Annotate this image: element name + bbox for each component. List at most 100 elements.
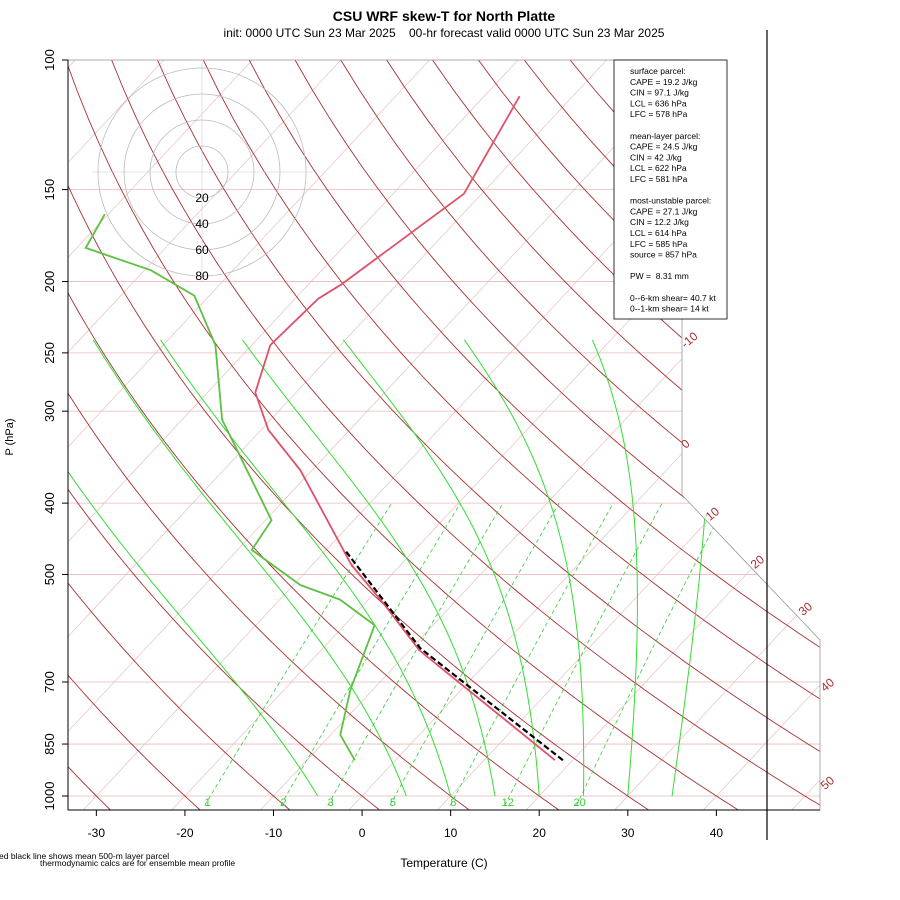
info-text: CIN = 97.1 J/kg bbox=[630, 88, 689, 98]
y-tick-label: 500 bbox=[42, 564, 57, 586]
mixing-ratio-line bbox=[389, 502, 560, 806]
chart-title: CSU WRF skew-T for North Platte bbox=[333, 8, 556, 24]
info-text: CAPE = 27.1 J/kg bbox=[630, 206, 698, 216]
footnote: ed black line shows mean 500-m layer par… bbox=[0, 851, 169, 861]
info-text: most-unstable parcel: bbox=[630, 196, 711, 206]
dry-adiabat bbox=[276, 60, 820, 810]
moist-adiabat bbox=[342, 339, 540, 797]
info-text: surface parcel: bbox=[630, 66, 686, 76]
y-tick-label: 850 bbox=[42, 733, 57, 755]
mixing-ratio-line bbox=[576, 502, 727, 806]
moist-adiabat bbox=[591, 339, 638, 797]
mixing-ratio-label: 8 bbox=[450, 797, 456, 809]
mixing-ratio-line bbox=[449, 502, 614, 806]
y-tick-label: 150 bbox=[42, 179, 57, 201]
dry-adiabat bbox=[68, 60, 562, 810]
isotherm-label: 30 bbox=[796, 599, 815, 619]
isotherm bbox=[68, 60, 727, 810]
mixing-ratio-label: 3 bbox=[328, 797, 334, 809]
info-text: PW = 8.31 mm bbox=[630, 271, 689, 281]
moist-adiabat bbox=[160, 339, 452, 797]
info-text: LCL = 636 hPa bbox=[630, 98, 687, 108]
isotherm-label: 50 bbox=[818, 773, 837, 793]
info-text: CAPE = 19.2 J/kg bbox=[630, 77, 698, 87]
mixing-ratio-line bbox=[280, 502, 461, 806]
isotherm bbox=[68, 60, 373, 810]
mixing-ratio-line bbox=[204, 502, 393, 806]
dry-adiabat bbox=[98, 60, 820, 810]
profile-line bbox=[254, 95, 556, 761]
isotherm bbox=[68, 60, 196, 810]
info-text: CAPE = 24.5 J/kg bbox=[630, 142, 698, 152]
mixing-ratio-label: 20 bbox=[573, 797, 585, 809]
x-tick-label: 0 bbox=[359, 826, 366, 840]
info-text: mean-layer parcel: bbox=[630, 131, 700, 141]
dry-adiabat bbox=[232, 60, 820, 810]
dry-adiabat bbox=[68, 60, 203, 810]
y-tick-label: 700 bbox=[42, 671, 57, 693]
mixing-ratio-line bbox=[504, 502, 663, 806]
x-tick-label: 40 bbox=[710, 826, 724, 840]
x-tick-label: 10 bbox=[444, 826, 458, 840]
y-tick-label: 300 bbox=[42, 400, 57, 422]
moist-adiabat bbox=[463, 339, 585, 796]
moist-adiabat bbox=[241, 339, 496, 797]
y-tick-label: 250 bbox=[42, 342, 57, 364]
moist-adiabat bbox=[68, 339, 319, 797]
x-axis-label: Temperature (C) bbox=[400, 856, 487, 870]
y-tick-label: 200 bbox=[42, 271, 57, 293]
dry-adiabat bbox=[68, 60, 742, 810]
info-box-frame bbox=[613, 59, 728, 320]
info-text: LCL = 622 hPa bbox=[630, 163, 687, 173]
mixing-ratio-label: 2 bbox=[281, 797, 287, 809]
hodo-ring-label: 60 bbox=[195, 243, 209, 257]
isotherm-label: 0 bbox=[678, 436, 692, 451]
isotherm bbox=[612, 60, 820, 810]
dry-adiabat bbox=[68, 60, 472, 810]
y-axis-label: P (hPa) bbox=[4, 418, 16, 455]
info-text: LFC = 585 hPa bbox=[630, 239, 688, 249]
info-text: 0--6-km shear= 40.7 kt bbox=[630, 293, 716, 303]
hodograph: 20 40 60 80 bbox=[92, 62, 312, 283]
mixing-ratio-line bbox=[327, 502, 504, 806]
dry-adiabat bbox=[143, 60, 820, 810]
isotherm bbox=[68, 60, 550, 810]
y-tick-label: 100 bbox=[42, 49, 57, 71]
info-text: LCL = 614 hPa bbox=[630, 228, 687, 238]
traces bbox=[84, 95, 564, 762]
mixing-ratio-label: 12 bbox=[502, 797, 514, 809]
y-tick-label: 1000 bbox=[42, 782, 57, 811]
dry-adiabat bbox=[68, 60, 382, 810]
info-text: CIN = 42 J/kg bbox=[630, 152, 682, 162]
info-text: LFC = 578 hPa bbox=[630, 109, 688, 119]
dry-adiabat bbox=[68, 60, 652, 810]
isotherm-label: 20 bbox=[748, 552, 767, 572]
dry-adiabat bbox=[365, 60, 820, 810]
hodo-ring-label: 40 bbox=[195, 217, 209, 231]
info-text: source = 857 hPa bbox=[630, 250, 697, 260]
mixing-ratio-label: 1 bbox=[205, 797, 211, 809]
dry-adiabat bbox=[187, 60, 820, 810]
y-tick-label: 400 bbox=[42, 492, 57, 514]
isotherm bbox=[524, 60, 820, 810]
isotherm bbox=[879, 26, 900, 811]
x-tick-label: 30 bbox=[621, 826, 635, 840]
isotherm bbox=[68, 60, 639, 810]
hodo-ring-label: 80 bbox=[195, 269, 209, 283]
x-tick-label: -30 bbox=[88, 826, 106, 840]
isotherm-label: 10 bbox=[703, 504, 722, 524]
isotherm bbox=[790, 60, 820, 810]
hodo-ring bbox=[175, 145, 229, 199]
background-lines bbox=[68, 26, 900, 811]
info-text: 0--1-km shear= 14 kt bbox=[630, 304, 709, 314]
x-tick-label: -20 bbox=[176, 826, 194, 840]
dry-adiabat bbox=[68, 60, 292, 810]
isotherm bbox=[170, 60, 820, 810]
isotherm bbox=[68, 60, 462, 810]
info-text: CIN = 12.2 J/kg bbox=[630, 217, 689, 227]
dry-adiabat bbox=[321, 60, 820, 810]
moist-adiabat bbox=[92, 339, 407, 797]
